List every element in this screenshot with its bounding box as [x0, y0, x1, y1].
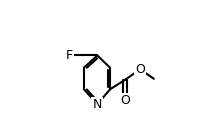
Text: O: O	[135, 63, 145, 76]
Text: N: N	[93, 98, 102, 111]
Text: O: O	[120, 94, 130, 107]
Text: F: F	[65, 49, 73, 62]
